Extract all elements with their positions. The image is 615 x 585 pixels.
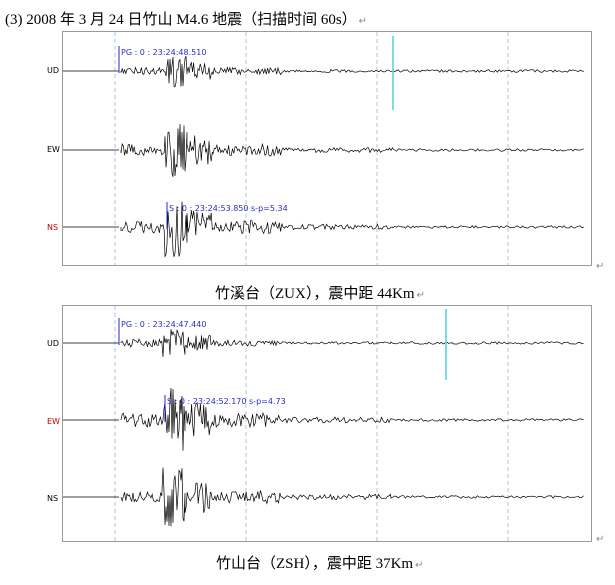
waveform-trace [120, 56, 584, 88]
channel-label-zsh-ew: EW [47, 417, 60, 426]
channel-label-zux-ew: EW [47, 145, 60, 154]
paragraph-mark: ↵ [596, 261, 605, 272]
document-heading: (3) 2008 年 3 月 24 日竹山 M4.6 地震（扫描时间 60s） ↵ [5, 8, 367, 29]
phase-pick-label: S : 0 : 23:24:52.170 s-p=4.73 [167, 397, 286, 406]
caption-zsh-text: 竹山台（ZSH），震中距 37Km [216, 556, 414, 572]
phase-pick-label: PG : 0 : 23:24:48.510 [121, 48, 206, 57]
caption-zux-text: 竹溪台（ZUX），震中距 44Km [215, 286, 415, 302]
phase-pick-label: PG : 0 : 23:24:47.440 [121, 320, 206, 329]
waveform-trace [120, 201, 584, 258]
caption-zux: 竹溪台（ZUX），震中距 44Km ↵ [215, 282, 425, 303]
seismogram-panel-zsh: PG : 0 : 23:24:47.440 S : 0 : 23:24:52.17… [62, 305, 592, 542]
return-mark: ↵ [358, 16, 368, 27]
heading-text: (3) 2008 年 3 月 24 日竹山 M4.6 地震（扫描时间 60s） [5, 12, 357, 28]
channel-label-zsh-ns: NS [47, 494, 59, 503]
channel-label-zux-ns: NS [47, 223, 59, 232]
return-mark: ↵ [415, 560, 424, 571]
phase-pick-label: S : 0 : 23:24:53.850 s-p=5.34 [169, 204, 288, 213]
seismogram-panel-zux: PG : 0 : 23:24:48.510 S : 0 : 23:24:53.85… [62, 31, 592, 266]
channel-label-zsh-ud: UD [47, 339, 60, 348]
waveform-trace [120, 123, 584, 177]
seismogram-zsh: PG : 0 : 23:24:47.440 S : 0 : 23:24:52.17… [63, 306, 584, 541]
waveform-trace [120, 329, 584, 357]
paragraph-mark: ↵ [596, 534, 605, 545]
waveform-trace [120, 467, 584, 527]
return-mark: ↵ [416, 290, 425, 301]
waveform-trace [120, 387, 584, 451]
caption-zsh: 竹山台（ZSH），震中距 37Km ↵ [216, 552, 423, 573]
seismogram-zux: PG : 0 : 23:24:48.510 S : 0 : 23:24:53.85… [63, 32, 584, 265]
channel-label-zux-ud: UD [47, 66, 60, 75]
